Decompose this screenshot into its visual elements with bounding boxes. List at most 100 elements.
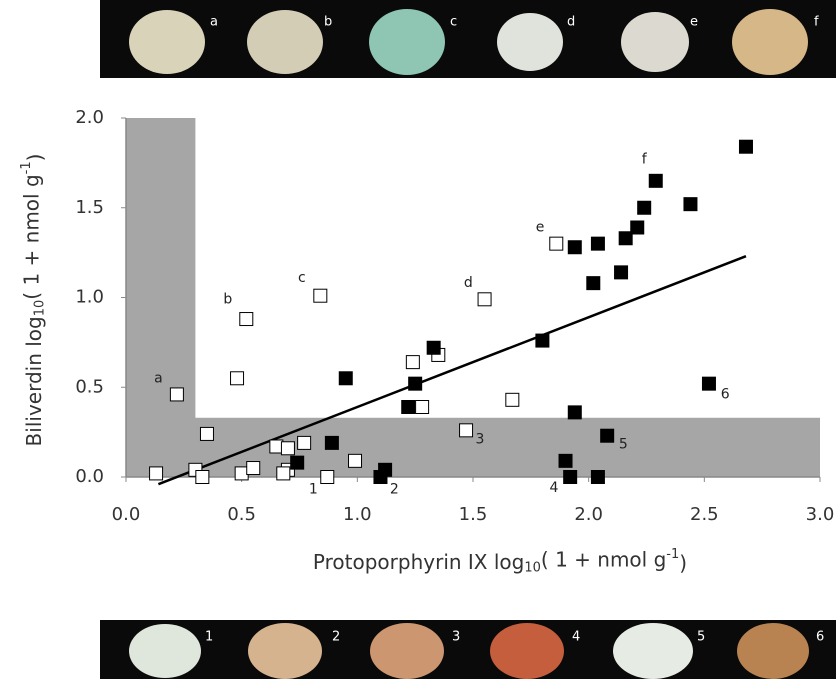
point bbox=[298, 436, 311, 449]
point bbox=[277, 467, 290, 480]
point bbox=[739, 140, 752, 153]
point bbox=[231, 372, 244, 385]
y-axis-label: Biliverdin log10( 1 + nmol g-1) bbox=[19, 154, 48, 447]
egg bbox=[247, 10, 323, 74]
egg bbox=[737, 623, 809, 679]
label-part: 10 bbox=[32, 300, 47, 317]
point bbox=[339, 372, 352, 385]
point bbox=[591, 237, 604, 250]
egg bbox=[129, 624, 201, 678]
photo-label: 3 bbox=[452, 630, 460, 645]
x-axis-label: Protoporphyrin IX log10( 1 + nmol g-1) bbox=[313, 547, 687, 576]
y-tick-label: 0.5 bbox=[75, 376, 104, 397]
photo-label: e bbox=[690, 15, 698, 30]
point bbox=[406, 356, 419, 369]
annotation: a bbox=[154, 370, 163, 386]
label-part: -1 bbox=[19, 161, 34, 174]
point bbox=[247, 462, 260, 475]
photo-label: c bbox=[450, 15, 457, 30]
point bbox=[374, 471, 387, 484]
bottom-photo-strip: 1 2 3 4 5 6 bbox=[100, 620, 836, 679]
point bbox=[587, 277, 600, 290]
point bbox=[270, 440, 283, 453]
top-photo-strip: a b c d e f bbox=[100, 0, 836, 78]
point bbox=[550, 237, 563, 250]
point bbox=[638, 201, 651, 214]
point bbox=[478, 293, 491, 306]
photo-label: 6 bbox=[816, 630, 824, 645]
point bbox=[349, 454, 362, 467]
point bbox=[460, 424, 473, 437]
point bbox=[150, 467, 163, 480]
annotation: e bbox=[536, 219, 545, 235]
point bbox=[568, 241, 581, 254]
annotation: c bbox=[298, 270, 306, 286]
photo-label: b bbox=[324, 15, 332, 30]
photo-label: d bbox=[567, 15, 575, 30]
photo-label: 4 bbox=[572, 630, 580, 645]
point bbox=[631, 221, 644, 234]
point bbox=[702, 377, 715, 390]
x-tick-label: 3.0 bbox=[806, 504, 835, 525]
point bbox=[427, 341, 440, 354]
point bbox=[240, 313, 253, 326]
egg bbox=[248, 623, 322, 679]
label-part: ( 1 + nmol g bbox=[19, 174, 43, 299]
point bbox=[321, 471, 334, 484]
point bbox=[649, 174, 662, 187]
annotation: 3 bbox=[475, 431, 484, 447]
y-tick-label: 1.0 bbox=[75, 287, 104, 308]
photo-label: 5 bbox=[697, 630, 705, 645]
photo-label: 1 bbox=[205, 630, 213, 645]
annotation: 2 bbox=[390, 482, 399, 498]
photo-label: f bbox=[814, 15, 819, 30]
point bbox=[619, 232, 632, 245]
point bbox=[325, 436, 338, 449]
annotation: 6 bbox=[721, 386, 730, 402]
x-tick-label: 0.5 bbox=[227, 504, 256, 525]
x-tick-label: 1.5 bbox=[459, 504, 488, 525]
point bbox=[568, 406, 581, 419]
point bbox=[591, 471, 604, 484]
x-tick-label: 0.0 bbox=[112, 504, 141, 525]
point bbox=[402, 400, 415, 413]
point bbox=[291, 456, 304, 469]
point bbox=[416, 400, 429, 413]
egg bbox=[497, 13, 563, 71]
label-part: 10 bbox=[524, 560, 541, 575]
egg bbox=[129, 10, 205, 74]
y-tick-label: 1.5 bbox=[75, 197, 104, 218]
label-part: ( 1 + nmol g bbox=[541, 547, 666, 571]
annotation: f bbox=[642, 151, 648, 167]
x-tick-label: 1.0 bbox=[343, 504, 372, 525]
point bbox=[506, 393, 519, 406]
point bbox=[196, 471, 209, 484]
point bbox=[409, 377, 422, 390]
point bbox=[314, 289, 327, 302]
x-tick-label: 2.5 bbox=[690, 504, 719, 525]
point bbox=[281, 442, 294, 455]
strip-background bbox=[100, 0, 836, 78]
egg bbox=[732, 9, 808, 75]
annotation: 4 bbox=[550, 480, 559, 496]
point bbox=[684, 198, 697, 211]
point bbox=[170, 388, 183, 401]
photo-label: 2 bbox=[332, 630, 340, 645]
point bbox=[564, 471, 577, 484]
plot: 0.0 0.5 1.0 1.5 2.0 0.0 0.5 1.0 1.5 2.0 2.5 3.0 Prot… bbox=[19, 107, 835, 575]
annotation: 1 bbox=[309, 482, 318, 498]
y-tick-label: 0.0 bbox=[75, 466, 104, 487]
label-part: Protoporphyrin IX log bbox=[313, 550, 524, 574]
egg bbox=[490, 623, 564, 679]
point bbox=[601, 429, 614, 442]
point bbox=[200, 427, 213, 440]
y-tick-label: 2.0 bbox=[75, 107, 104, 128]
egg bbox=[613, 623, 693, 679]
annotation: 5 bbox=[619, 437, 628, 453]
x-tick-label: 2.0 bbox=[574, 504, 603, 525]
annotation: b bbox=[223, 291, 232, 307]
label-part: ) bbox=[679, 551, 687, 575]
label-part: Biliverdin log bbox=[22, 316, 46, 446]
point bbox=[235, 467, 248, 480]
annotation: d bbox=[464, 275, 473, 291]
